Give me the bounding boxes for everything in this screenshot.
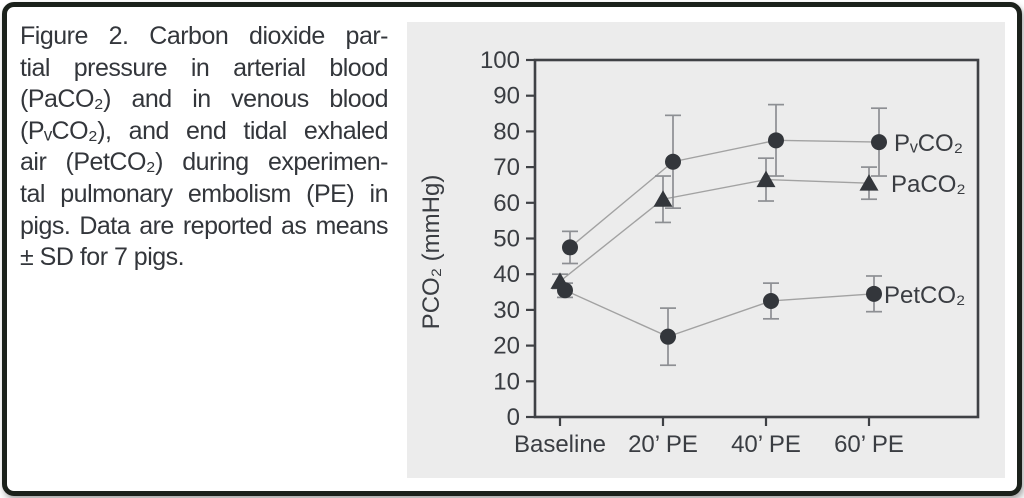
series-label: PᵥCO₂ <box>894 130 963 157</box>
data-point-circle <box>866 285 882 302</box>
y-tick-label: 90 <box>493 83 520 110</box>
caption-line: pigs. Data are reported as means <box>20 211 389 240</box>
caption-line: tial pressure in arterial blood <box>20 53 389 82</box>
y-tick-label: 0 <box>507 404 520 431</box>
caption-line: (PᵥCO₂), and end tidal exhaled <box>20 116 389 145</box>
caption-line: (PaCO₂) and in venous blood <box>20 85 389 114</box>
y-tick-label: 40 <box>493 261 520 288</box>
caption-line: ± SD for 7 pigs. <box>20 243 185 272</box>
y-tick-label: 60 <box>493 190 520 217</box>
y-tick-label: 20 <box>493 333 520 360</box>
series-label: PetCO₂ <box>884 282 965 309</box>
pco2-line-chart: 0 10 20 30 40 50 60 70 80 90 100 Baseline 20’ PE 40’ … <box>418 47 980 458</box>
y-tick-label: 10 <box>493 368 520 395</box>
y-tick-label: 30 <box>493 297 520 324</box>
series-line <box>564 289 875 338</box>
caption-line: air (PetCO₂) during experimen- <box>20 148 389 177</box>
caption-line: tal pulmonary embolism (PE) in <box>20 179 389 208</box>
data-point-triangle <box>756 170 776 188</box>
series-line <box>569 139 880 248</box>
caption-line: Figure 2. Carbon dioxide par- <box>20 22 389 50</box>
series-line <box>559 178 870 282</box>
y-tick-label: 100 <box>480 47 520 74</box>
plot-box <box>533 58 980 419</box>
x-tick-label: 20’ PE <box>628 431 698 458</box>
y-axis-title: PCO₂ (mmHg) <box>418 175 445 330</box>
data-point-triangle <box>859 174 879 191</box>
x-tick-label: 60’ PE <box>834 431 904 458</box>
x-tick-label: 40’ PE <box>731 431 801 458</box>
data-point-circle <box>562 239 578 256</box>
chart-panel: 0 10 20 30 40 50 60 70 80 90 100 Baseline 20’ PE 40’ … <box>407 22 1005 478</box>
y-tick-label: 70 <box>493 154 520 181</box>
series-label: PaCO₂ <box>891 171 966 198</box>
data-point-circle <box>557 282 573 299</box>
data-point-circle <box>871 134 887 151</box>
y-tick-label: 80 <box>493 118 520 145</box>
data-point-circle <box>665 153 681 170</box>
figure-caption: Figure 2. Carbon dioxide par- tial press… <box>20 21 389 274</box>
data-point-circle <box>768 132 784 149</box>
x-tick-label: Baseline <box>514 431 606 458</box>
data-point-circle <box>660 328 676 345</box>
data-point-circle <box>763 292 779 309</box>
data-point-triangle <box>653 190 673 207</box>
y-tick-label: 50 <box>493 226 520 253</box>
